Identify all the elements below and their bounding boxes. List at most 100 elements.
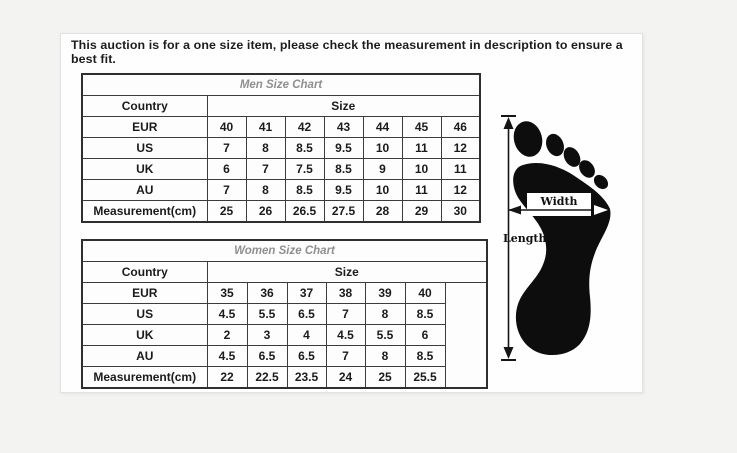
table-row: AU 4.5 6.5 6.5 7 8 8.5 <box>81 345 487 367</box>
size-cell: 8.5 <box>284 137 325 159</box>
content-panel: This auction is for a one size item, ple… <box>60 33 643 393</box>
auction-notice-text: This auction is for a one size item, ple… <box>71 38 623 66</box>
row-label: US <box>81 137 208 159</box>
table-header-row: Country Size <box>81 95 481 117</box>
size-cell: 3 <box>246 324 288 346</box>
size-cell: 22 <box>206 366 248 389</box>
size-cell: 6.5 <box>246 345 288 367</box>
size-cell: 4.5 <box>206 303 248 325</box>
size-cell: 8 <box>245 179 286 201</box>
size-cell: 10 <box>362 137 403 159</box>
size-cell: 8 <box>364 345 406 367</box>
width-label: Width <box>539 195 577 208</box>
size-cell: 7.5 <box>284 158 325 180</box>
size-cell: 40 <box>206 116 247 138</box>
row-label: AU <box>81 179 208 201</box>
table-row: EUR 35 36 37 38 39 40 <box>81 282 488 389</box>
size-cell: 9 <box>362 158 403 180</box>
size-cell: 11 <box>401 179 442 201</box>
size-cell: 6 <box>206 158 247 180</box>
size-cell: 25 <box>364 366 406 389</box>
size-cell: 29 <box>401 200 442 223</box>
row-label: AU <box>81 345 208 367</box>
row-label: Measurement(cm) <box>81 366 208 389</box>
size-cell: 22.5 <box>246 366 288 389</box>
country-header: Country <box>81 261 208 283</box>
size-cell: 6.5 <box>286 303 327 325</box>
size-cell: 28 <box>362 200 403 223</box>
size-cell: 7 <box>206 137 247 159</box>
size-cell: 8.5 <box>404 345 446 367</box>
size-cell: 7 <box>325 303 366 325</box>
size-cell: 4.5 <box>325 324 366 346</box>
table-row: AU 7 8 8.5 9.5 10 11 12 <box>81 179 481 201</box>
size-cell: 8 <box>245 137 286 159</box>
size-cell: 5.5 <box>364 324 406 346</box>
size-cell: 41 <box>245 116 286 138</box>
size-cell: 6 <box>404 324 446 346</box>
size-cell: 7 <box>325 345 366 367</box>
size-cell: 26 <box>245 200 286 223</box>
length-label: Length <box>503 232 547 245</box>
row-label: EUR <box>81 282 208 304</box>
size-cell: 39 <box>364 282 406 304</box>
size-cell: 5.5 <box>246 303 288 325</box>
size-cell: 43 <box>323 116 364 138</box>
table-row: US 7 8 8.5 9.5 10 11 12 <box>81 137 481 159</box>
size-cell: 37 <box>286 282 327 304</box>
length-arrow <box>501 115 516 361</box>
size-cell: 42 <box>284 116 325 138</box>
size-cell: 45 <box>401 116 442 138</box>
size-cell: 11 <box>401 137 442 159</box>
size-cell: 40 <box>404 282 446 304</box>
size-cell: 44 <box>362 116 403 138</box>
size-cell: 24 <box>325 366 366 389</box>
women-chart-title: Women Size Chart <box>81 239 488 262</box>
empty-cell <box>444 282 488 389</box>
foot-measurement-diagram: Width Length <box>501 115 611 361</box>
table-row: Women Size Chart <box>81 239 488 262</box>
size-cell: 7 <box>206 179 247 201</box>
size-cell: 35 <box>206 282 248 304</box>
size-cell: 9.5 <box>323 137 364 159</box>
size-cell: 25 <box>206 200 247 223</box>
row-label: EUR <box>81 116 208 138</box>
width-arrow <box>508 193 608 216</box>
size-header: Size <box>206 95 481 117</box>
table-row: UK 2 3 4 4.5 5.5 6 <box>81 324 487 346</box>
table-row: Measurement(cm) 25 26 26.5 27.5 28 29 30 <box>81 200 481 223</box>
size-cell: 12 <box>440 137 481 159</box>
size-cell: 10 <box>401 158 442 180</box>
row-label: UK <box>81 324 208 346</box>
size-cell: 38 <box>325 282 366 304</box>
country-header: Country <box>81 95 208 117</box>
size-cell: 30 <box>440 200 481 223</box>
size-cell: 11 <box>440 158 481 180</box>
size-cell: 12 <box>440 179 481 201</box>
table-row: Men Size Chart <box>81 73 481 96</box>
size-cell: 26.5 <box>284 200 325 223</box>
size-cell: 6.5 <box>286 345 327 367</box>
size-cell: 23.5 <box>286 366 327 389</box>
table-row: EUR 40 41 42 43 44 45 46 <box>81 116 481 138</box>
size-cell: 7 <box>245 158 286 180</box>
men-size-chart-table: Men Size Chart Country Size EUR 40 41 42… <box>81 73 482 223</box>
men-chart-title: Men Size Chart <box>81 73 481 96</box>
size-cell: 4.5 <box>206 345 248 367</box>
size-cell: 46 <box>440 116 481 138</box>
size-cell: 36 <box>246 282 288 304</box>
row-label: US <box>81 303 208 325</box>
size-header: Size <box>206 261 488 283</box>
row-label: UK <box>81 158 208 180</box>
table-row: Measurement(cm) 22 22.5 23.5 24 25 25.5 <box>81 366 487 389</box>
table-row: UK 6 7 7.5 8.5 9 10 11 <box>81 158 481 180</box>
size-cell: 4 <box>286 324 327 346</box>
size-cell: 8.5 <box>323 158 364 180</box>
size-cell: 27.5 <box>323 200 364 223</box>
size-cell: 2 <box>206 324 248 346</box>
women-size-chart-table: Women Size Chart Country Size EUR 35 36 … <box>81 239 488 389</box>
row-label: Measurement(cm) <box>81 200 208 223</box>
table-row: US 4.5 5.5 6.5 7 8 8.5 <box>81 303 487 325</box>
size-cell: 9.5 <box>323 179 364 201</box>
